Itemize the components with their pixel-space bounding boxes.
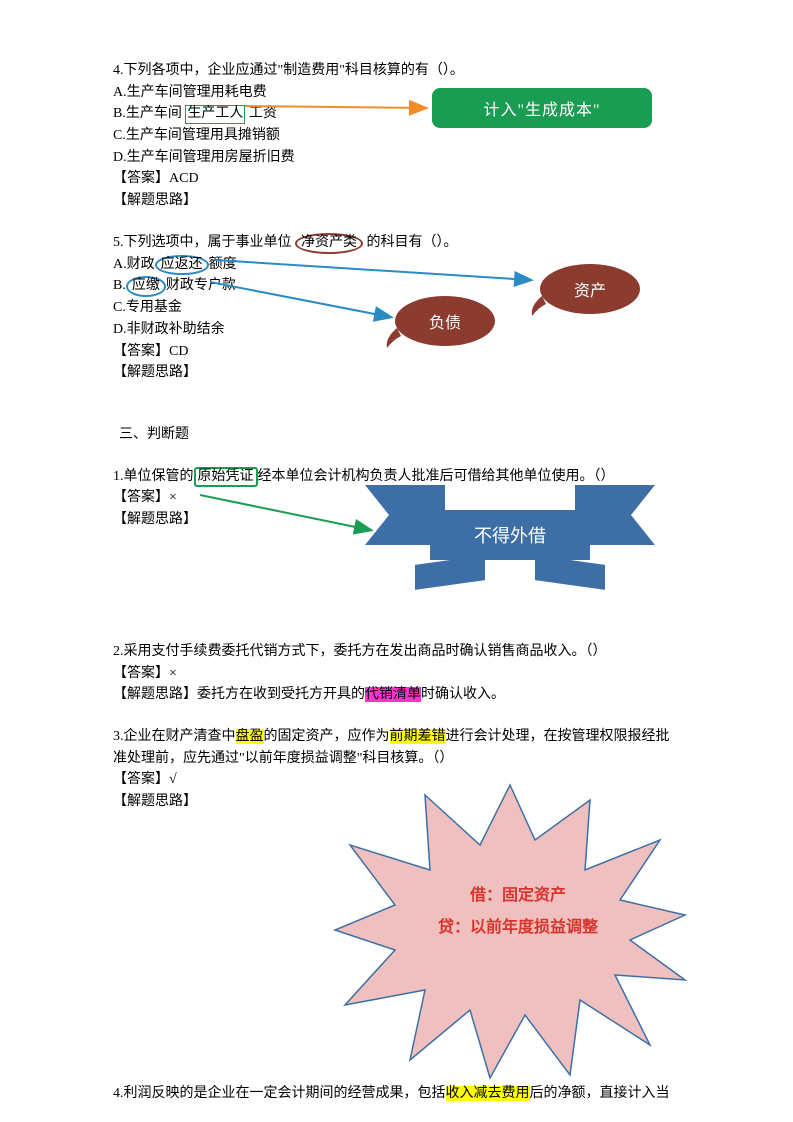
answer-value: × [169, 490, 177, 505]
star-line1: 借：固定资产 [408, 880, 628, 912]
answer-value: CD [169, 344, 188, 359]
answer-label: 【答案】 [113, 344, 169, 359]
q5-bubble-liability: 负债 [395, 296, 495, 346]
t1-stem-box: 原始凭证 [194, 467, 258, 488]
t3-hl2: 前期差错 [390, 729, 446, 744]
q5-optA-suffix: 额度 [209, 257, 237, 272]
q5-stem-suffix: 的科目有（）。 [367, 235, 458, 250]
t3-stem-mid2: 进行会计处理，在按管理权限报经批 [446, 729, 670, 744]
answer-value: ACD [169, 171, 199, 186]
q5-optA-ellipse: 应返还 [155, 255, 209, 276]
q5-stem-prefix: 5.下列选项中，属于事业单位 [113, 235, 292, 250]
t2-stem: 2.采用支付手续费委托代销方式下，委托方在发出商品时确认销售商品收入。（） [113, 641, 683, 663]
t3-hl1: 盘盈 [236, 729, 264, 744]
answer-label: 【答案】 [113, 666, 169, 681]
t4-stem-suffix: 后的净额，直接计入当 [530, 1086, 670, 1101]
t4-hl: 收入减去费用 [446, 1086, 530, 1101]
t3-starburst: 借：固定资产 贷：以前年度损益调整 [330, 780, 690, 1080]
q4-optB-prefix: B.生产车间 [113, 106, 182, 121]
t2-hint-suffix: 时确认收入。 [421, 687, 505, 702]
t2-hint-hl: 代销清单 [365, 687, 421, 702]
q4-stem: 4.下列各项中，企业应通过"制造费用"科目核算的有（）。 [113, 60, 683, 82]
q5-optB-prefix: B. [113, 278, 126, 293]
banner-label: 不得外借 [474, 522, 546, 548]
q5-stem-ellipse: 净资产类 [295, 233, 363, 254]
q5-hint: 【解题思路】 [113, 362, 683, 384]
t2-answer: 【答案】× [113, 663, 683, 685]
answer-label: 【答案】 [113, 772, 169, 787]
section3-title: 三、判断题 [119, 424, 683, 446]
bubble-asset-label: 资产 [574, 277, 606, 301]
t2-hint: 【解题思路】委托方在收到受托方开具的代销清单时确认收入。 [113, 684, 683, 706]
q4-answer: 【答案】ACD [113, 168, 683, 190]
q5-bubble-asset: 资产 [540, 264, 640, 314]
t3-stem-prefix: 3.企业在财产清查中 [113, 729, 236, 744]
q5-stem: 5.下列选项中，属于事业单位 净资产类 的科目有（）。 [113, 232, 683, 254]
q4-callout: 计入"生成成本" [432, 88, 652, 128]
t3-stem-l1: 3.企业在财产清查中盘盈的固定资产，应作为前期差错进行会计处理，在按管理权限报经… [113, 726, 683, 748]
hint-label: 【解题思路】 [113, 687, 197, 702]
q4-optB-box: 生产工人 [185, 105, 245, 124]
bubble-liability-label: 负债 [429, 309, 461, 333]
answer-value: √ [169, 772, 177, 787]
q4-hint: 【解题思路】 [113, 190, 683, 212]
t1-stem-prefix: 1.单位保管的 [113, 469, 194, 484]
q5-optA-prefix: A.财政 [113, 257, 155, 272]
q4-optC: C.生产车间管理用具摊销额 [113, 125, 683, 147]
q5-optB-ellipse: 应缴 [126, 276, 166, 297]
t3-stem-mid1: 的固定资产，应作为 [264, 729, 390, 744]
t1-banner: 不得外借 [380, 475, 640, 595]
q4-optD: D.生产车间管理用房屋折旧费 [113, 147, 683, 169]
star-line2: 贷：以前年度损益调整 [408, 912, 628, 944]
t4-stem-prefix: 4.利润反映的是企业在一定会计期间的经营成果，包括 [113, 1086, 446, 1101]
answer-label: 【答案】 [113, 490, 169, 505]
t3-stem-l2: 准处理前，应先通过"以前年度损益调整"科目核算。（） [113, 748, 683, 770]
q5-optB-suffix: 财政专户款 [166, 278, 236, 293]
q4-optB-suffix: 工资 [249, 106, 277, 121]
answer-value: × [169, 666, 177, 681]
t2-hint-prefix: 委托方在收到受托方开具的 [197, 687, 365, 702]
t4-stem: 4.利润反映的是企业在一定会计期间的经营成果，包括收入减去费用后的净额，直接计入… [113, 1083, 683, 1105]
answer-label: 【答案】 [113, 171, 169, 186]
